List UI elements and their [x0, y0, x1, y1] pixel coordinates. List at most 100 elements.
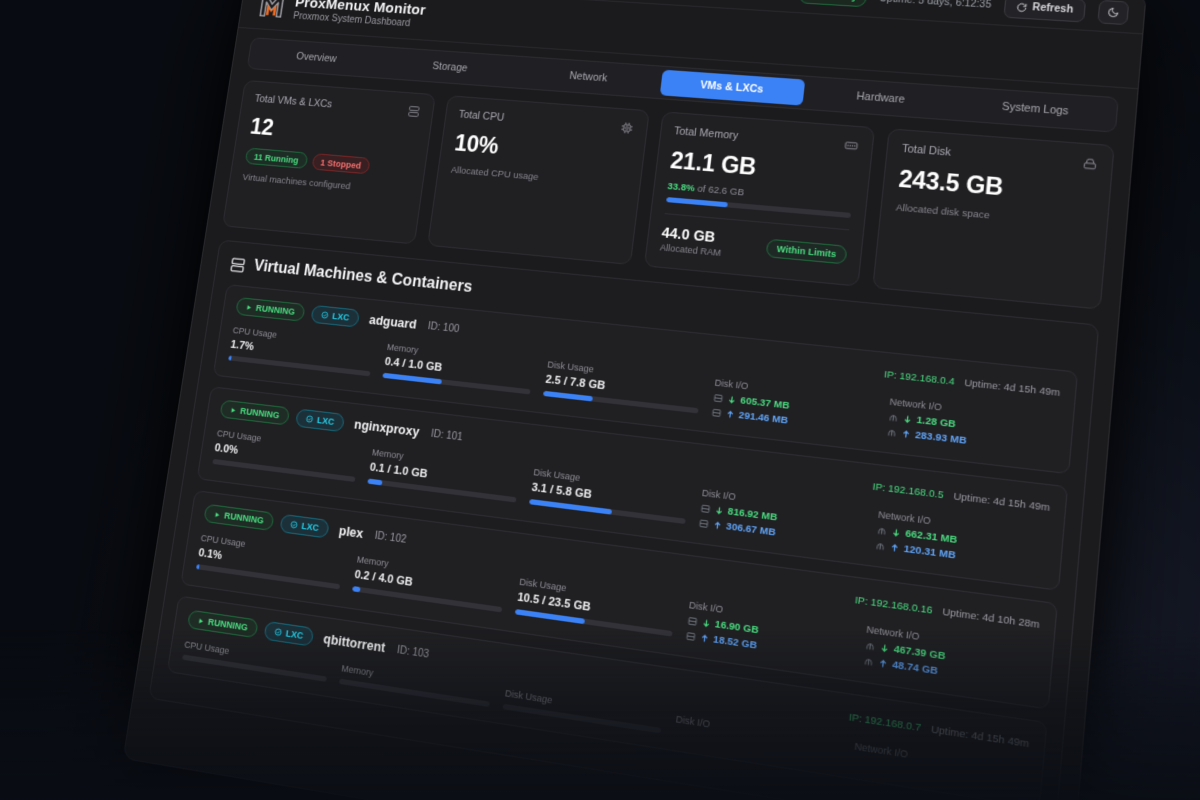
vm-disk-metric: Disk Usage 3.1 / 5.8 GB [529, 467, 689, 524]
vm-name: plex [337, 523, 365, 542]
system-uptime: Uptime: 5 days, 6:12:35 [878, 0, 992, 11]
vm-status-badge: RUNNING [235, 297, 306, 322]
vm-ip: IP: 192.168.0.16 [854, 593, 933, 617]
vm-meta: IP: 192.168.0.5 Uptime: 4d 15h 49m [872, 480, 1051, 513]
vm-state-chips: 11 Running 1 Stopped [244, 147, 413, 178]
vm-memory-metric: Memory 0.2 / 4.0 GB [352, 554, 507, 613]
vm-cpu-metric: CPU Usage 1.7% [228, 325, 375, 377]
vm-ip: IP: 192.168.0.4 [883, 368, 956, 388]
proxmenux-m-logo [256, 0, 287, 21]
vm-disk-fill [543, 390, 593, 402]
moon-icon [1107, 6, 1120, 18]
tab-overview[interactable]: Overview [295, 50, 338, 65]
vm-status-label: RUNNING [255, 302, 296, 317]
vm-id: ID: 101 [430, 427, 464, 443]
status-badge-label: Healthy [821, 0, 858, 3]
vm-name: nginxproxy [353, 417, 421, 440]
vm-network-io-metric: Network I/O 467.39 GB 48.74 GB [863, 624, 1038, 691]
vm-uptime: Uptime: 4d 15h 49m [963, 376, 1061, 399]
vm-memory-fill [339, 678, 340, 684]
vm-list: RUNNING LXC adguard ID: 100 IP: 192.168.0.4 U… [166, 284, 1079, 800]
vm-type-badge: LXC [310, 304, 361, 328]
vm-status-badge: RUNNING [203, 503, 275, 532]
vm-disk-fill [502, 703, 504, 710]
vm-id: ID: 103 [396, 644, 430, 661]
refresh-label: Refresh [1031, 2, 1074, 16]
vm-disk-io-metric: Disk I/O 605.37 MB 291.46 MB [711, 377, 876, 436]
tab-network[interactable]: Network [568, 70, 608, 85]
vm-uptime: Uptime: 4d 10h 28m [941, 605, 1041, 631]
vm-uptime: Uptime: 4d 15h 49m [953, 490, 1051, 514]
tab-storage[interactable]: Storage [431, 60, 469, 75]
vm-cpu-fill [196, 564, 200, 570]
hard-drive-icon [1082, 157, 1098, 172]
memory-of-total: of 62.6 GB [696, 183, 745, 199]
vm-ip: IP: 192.168.0.5 [871, 480, 945, 501]
card-total-memory-label: Total Memory [673, 125, 739, 143]
vm-name: adguard [368, 312, 418, 332]
vm-cpu-fill [212, 458, 214, 464]
vm-cpu-fill [182, 654, 183, 660]
vm-memory-metric: Memory 0.1 / 1.0 GB [367, 447, 521, 503]
servers-icon [229, 256, 247, 274]
card-total-vms-value: 12 [248, 113, 276, 141]
card-total-vms: Total VMs & LXCs 12 11 Running 1 Stopped… [222, 79, 436, 245]
chip-running: 11 Running [244, 147, 308, 169]
theme-toggle-button[interactable] [1097, 0, 1130, 26]
vm-disk-io-metric: Disk I/O 816.92 MB 306.67 MB [698, 488, 865, 550]
tab-system-logs[interactable]: System Logs [1001, 100, 1070, 118]
vm-disk-metric: Disk Usage 10.5 / 23.5 GB [515, 576, 676, 637]
vm-type-badge: LXC [279, 513, 330, 539]
memory-icon [844, 138, 859, 152]
card-total-disk-label: Total Disk [901, 142, 952, 159]
card-total-memory: Total Memory 21.1 GB 33.8% of 62.6 GB [643, 111, 876, 287]
vm-disk-io-metric: Disk I/O 16.90 GB 18.52 GB [685, 600, 853, 665]
within-limits-badge: Within Limits [765, 238, 848, 265]
vm-memory-metric: Memory 0.4 / 1.0 GB [382, 342, 535, 395]
vm-type-label: LXC [316, 414, 335, 427]
chip-stopped: 1 Stopped [311, 153, 371, 175]
vm-status-label: RUNNING [239, 405, 281, 421]
vm-type-label: LXC [300, 520, 320, 534]
cpu-icon [619, 121, 634, 135]
refresh-button[interactable]: Refresh [1003, 0, 1087, 23]
vm-network-io-metric: Network I/O 662.31 MB 120.31 MB [875, 509, 1049, 573]
vm-uptime: Uptime: 4d 15h 49m [930, 722, 1030, 751]
vm-type-badge: LXC [295, 408, 346, 433]
memory-progress-fill [665, 196, 728, 208]
vm-meta: IP: 192.168.0.4 Uptime: 4d 15h 49m [883, 368, 1060, 398]
card-total-cpu-label: Total CPU [457, 108, 505, 124]
card-total-cpu-note: Allocated CPU usage [450, 164, 540, 183]
vm-id: ID: 100 [427, 320, 460, 335]
vm-disk-metric: Disk Usage 2.5 / 7.8 GB [543, 359, 702, 414]
vm-type-label: LXC [285, 628, 304, 642]
vm-memory-fill [352, 586, 361, 593]
vm-status-badge: RUNNING [186, 609, 259, 639]
tab-vms-lxcs[interactable]: VMs & LXCs [659, 69, 806, 106]
vm-network-io-metric: Network I/O 1.28 GB 283.93 MB [886, 396, 1058, 457]
proxmenux-monitor-window: Node: constructor Healthy Uptime: 5 days… [122, 0, 1147, 800]
vm-section: Virtual Machines & Containers RUNNING LXC… [148, 239, 1100, 800]
card-total-disk: Total Disk 243.5 GB Allocated disk space [872, 128, 1115, 310]
card-total-vms-label: Total VMs & LXCs [253, 93, 333, 111]
vm-cpu-metric: CPU Usage 0.1% [196, 533, 345, 590]
vm-type-badge: LXC [263, 620, 315, 647]
tab-hardware[interactable]: Hardware [855, 90, 906, 106]
vm-memory-fill [382, 372, 442, 385]
card-total-vms-note: Virtual machines configured [241, 172, 352, 193]
card-total-cpu: Total CPU 10% Allocated CPU usage [426, 95, 650, 265]
refresh-icon [1016, 2, 1028, 13]
vm-cpu-metric: CPU Usage 0.0% [212, 428, 360, 483]
memory-allocation-footer: 44.0 GB Allocated RAM Within Limits [659, 213, 850, 270]
status-badge: Healthy [798, 0, 868, 7]
vm-name: qbittorrent [322, 631, 387, 656]
card-total-cpu-value: 10% [453, 129, 500, 159]
vm-status-label: RUNNING [223, 510, 265, 526]
vm-memory-fill [367, 478, 383, 486]
card-total-disk-value: 243.5 GB [897, 165, 1005, 201]
vm-type-label: LXC [331, 310, 351, 323]
vm-id: ID: 102 [373, 529, 408, 546]
dashboard-plane: Node: constructor Healthy Uptime: 5 days… [122, 0, 1147, 800]
vm-status-badge: RUNNING [219, 399, 291, 426]
